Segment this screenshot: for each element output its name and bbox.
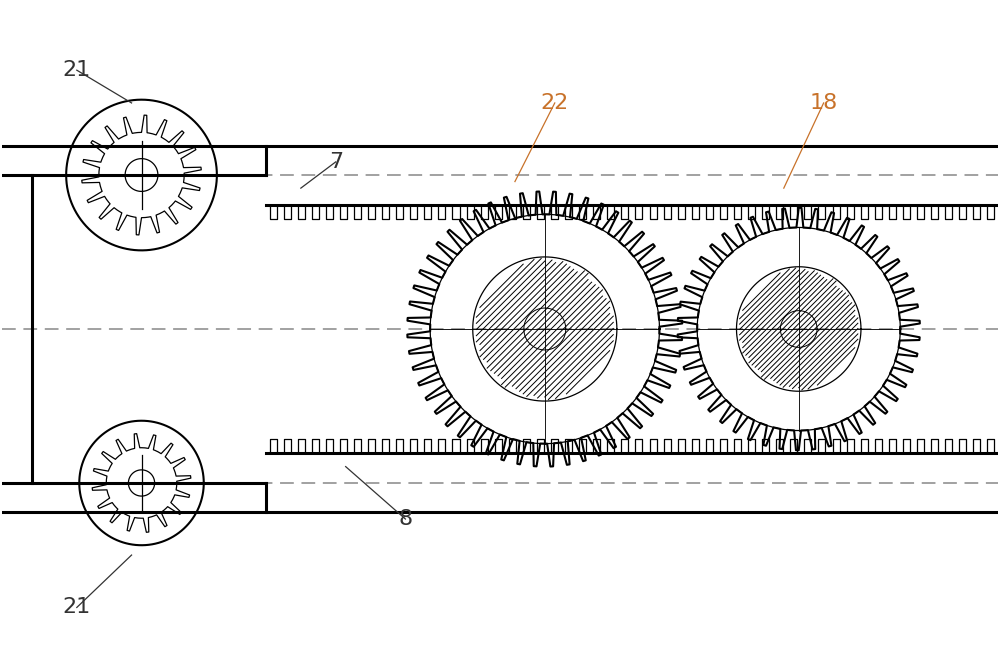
Text: 22: 22 bbox=[541, 93, 569, 113]
Text: 8: 8 bbox=[398, 509, 412, 529]
Text: 21: 21 bbox=[63, 597, 91, 617]
Text: 21: 21 bbox=[63, 60, 91, 80]
Text: 18: 18 bbox=[810, 93, 838, 113]
Text: 7: 7 bbox=[329, 152, 343, 172]
